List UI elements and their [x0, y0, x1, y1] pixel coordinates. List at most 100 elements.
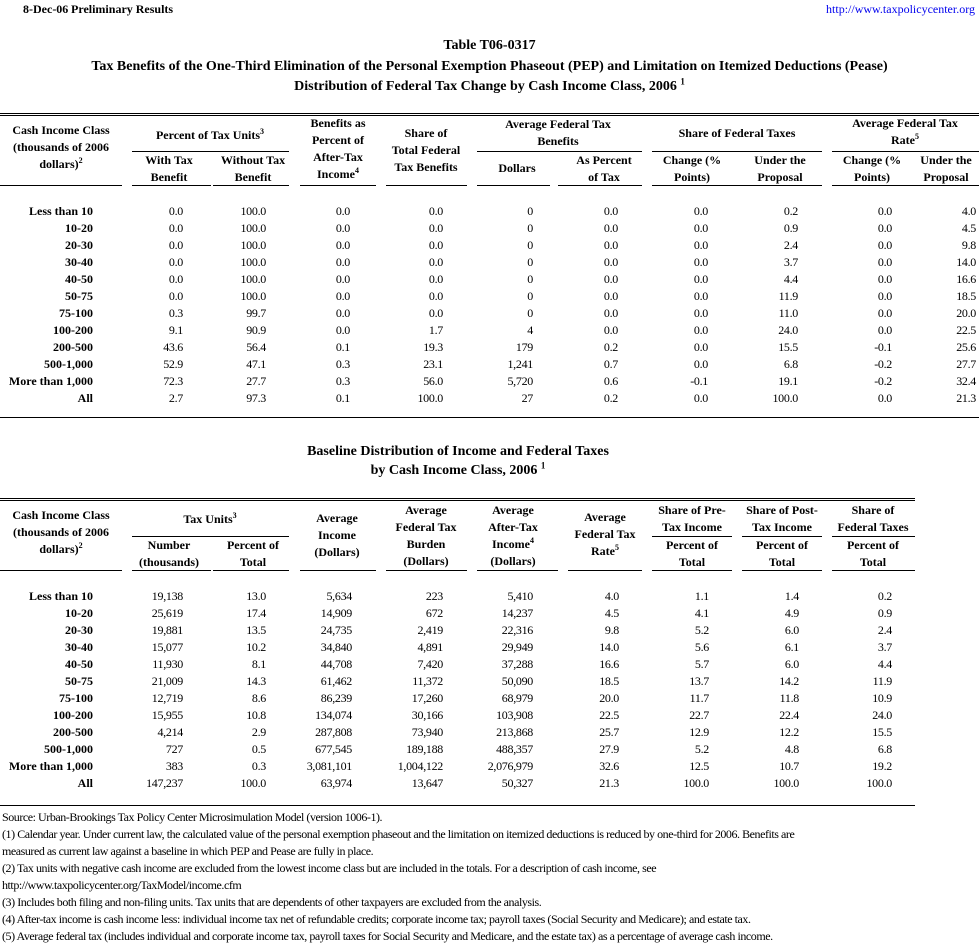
- header-avg-rate: Average Federal Tax Rate5: [574, 509, 635, 560]
- row-label: 50-75: [65, 674, 93, 688]
- row-label: 100-200: [53, 323, 93, 337]
- table-cell: 0: [527, 255, 533, 269]
- table-cell: 0.0: [603, 255, 618, 269]
- row-label: More than 1,000: [8, 759, 93, 773]
- table-cell: 4.0: [604, 589, 619, 603]
- table-cell: 0.0: [603, 323, 618, 337]
- header-share-taxes: Share of Federal Taxes: [678, 126, 796, 140]
- header-share-fed-taxes: Share of Federal Taxes: [837, 503, 909, 534]
- table-cell: 22.7: [689, 708, 709, 722]
- table-cell: 20.0: [956, 306, 976, 320]
- table-cell: 10.2: [246, 640, 266, 654]
- table-cell: 0.0: [335, 204, 350, 218]
- table-cell: 0.0: [877, 289, 892, 303]
- row-label: 500-1,000: [44, 742, 93, 756]
- table-cell: 0.0: [693, 323, 708, 337]
- table-cell: 5.2: [694, 742, 709, 756]
- table-cell: 14,909: [320, 606, 353, 620]
- table-cell: 5.7: [694, 657, 709, 671]
- footnote-ref: 4: [529, 536, 534, 545]
- table-cell: 56.0: [423, 374, 443, 388]
- table-cell: 134,074: [315, 708, 352, 722]
- table-cell: 103,908: [496, 708, 533, 722]
- row-label: 20-30: [65, 623, 93, 637]
- header-text: Cash Income Class (thousands of 2006 dol…: [12, 123, 110, 171]
- table-cell: -0.2: [874, 357, 892, 371]
- row-label: 500-1,000: [44, 357, 93, 371]
- table-cell: 0.0: [603, 272, 618, 286]
- table-cell: 21,009: [151, 674, 184, 688]
- table-cell: 6.8: [783, 357, 798, 371]
- header-under-proposal-rate: Under the Proposal: [920, 153, 972, 184]
- table-cell: 4.4: [783, 272, 798, 286]
- table-cell: 25.7: [599, 725, 619, 739]
- row-label: All: [77, 391, 93, 405]
- header-rule: [386, 185, 467, 186]
- header-number: Number (thousands): [138, 538, 200, 569]
- table-cell: 0.6: [603, 374, 618, 388]
- group-rule: [652, 151, 822, 152]
- table-cell: 52.9: [163, 357, 183, 371]
- footnote-ref: 3: [260, 127, 265, 136]
- table-cell: 0.0: [428, 221, 443, 235]
- table-cell: 15,955: [151, 708, 184, 722]
- header-rule: [742, 570, 822, 571]
- table-cell: 43.6: [163, 340, 183, 354]
- table-top-rule: [0, 498, 915, 501]
- row-label: 10-20: [65, 221, 93, 235]
- table-title: Tax Benefits of the One-Third Eliminatio…: [91, 59, 888, 74]
- table-cell: 0.3: [251, 759, 266, 773]
- header-rule: [652, 185, 732, 186]
- table-cell: 0.7: [603, 357, 618, 371]
- table-cell: 0: [527, 204, 533, 218]
- table-cell: 727: [165, 742, 183, 756]
- table-cell: 17.4: [246, 606, 266, 620]
- footnote-ref: 4: [355, 166, 359, 175]
- table-cell: 0.0: [335, 221, 350, 235]
- table-cell: 99.7: [246, 306, 266, 320]
- table-cell: 5.6: [694, 640, 709, 654]
- table-cell: 0.0: [877, 238, 892, 252]
- row-label: 20-30: [65, 238, 93, 252]
- report-date: 8-Dec-06: [23, 2, 69, 16]
- header-pct-post: Percent of Total: [755, 538, 809, 569]
- header-pct-pre: Percent of Total: [665, 538, 719, 569]
- tpc-link[interactable]: http://www.taxpolicycenter.org: [826, 2, 975, 16]
- report-status: Preliminary Results: [71, 2, 174, 16]
- table-cell: 13,647: [411, 776, 444, 790]
- table-cell: 12.2: [779, 725, 799, 739]
- footnote: (2) Tax units with negative cash income …: [2, 861, 657, 875]
- group-rule: [477, 151, 642, 152]
- header-avg-benefits: Average Federal Tax Benefits: [505, 117, 611, 148]
- table-cell: 6.0: [784, 623, 799, 637]
- table-cell: 22,316: [501, 623, 534, 637]
- table-cell: 10.7: [779, 759, 799, 773]
- table-cell: 2.4: [877, 623, 892, 637]
- table-cell: 10.9: [872, 691, 892, 705]
- table-cell: 4.4: [877, 657, 892, 671]
- table-cell: 1,004,122: [397, 759, 444, 773]
- header-rule: [300, 185, 376, 186]
- table-cell: 34,840: [320, 640, 353, 654]
- table-cell: 50,327: [501, 776, 534, 790]
- table-cell: 14.2: [779, 674, 799, 688]
- table-cell: 6.0: [784, 657, 799, 671]
- table-cell: 18.5: [956, 289, 976, 303]
- table-cell: 12.5: [689, 759, 709, 773]
- row-label: 30-40: [65, 640, 93, 654]
- header-percent-total: Percent of Total: [226, 538, 280, 569]
- table-cell: 0.3: [335, 374, 350, 388]
- group-rule: [652, 536, 732, 537]
- table-cell: 100.0: [240, 272, 266, 286]
- table-cell: 147,237: [146, 776, 183, 790]
- table-cell: 0.1: [335, 391, 350, 405]
- table-cell: 25.6: [956, 340, 976, 354]
- table-cell: 0.2: [603, 391, 618, 405]
- table-cell: 9.8: [604, 623, 619, 637]
- table-cell: 0.0: [428, 289, 443, 303]
- header-rule: [568, 570, 642, 571]
- header-avg-after-tax: Average After-Tax Income4 (Dollars): [488, 502, 538, 570]
- header-change-share: Change (% Points): [662, 153, 722, 184]
- header-rule: [652, 570, 732, 571]
- table-cell: 4.8: [784, 742, 799, 756]
